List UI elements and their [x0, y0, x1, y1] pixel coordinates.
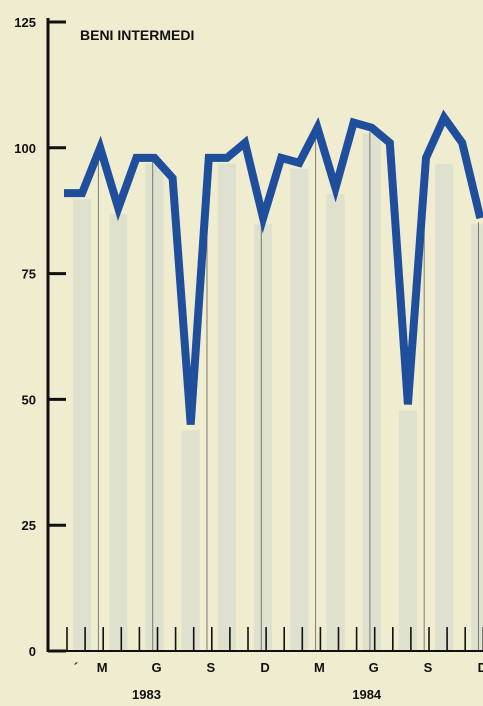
x-tick-label-7: S — [424, 660, 433, 675]
y-tick-label-0: 0 — [29, 644, 36, 659]
bar-21 — [435, 163, 454, 651]
background-bars — [73, 133, 483, 652]
month-lines — [97, 131, 479, 651]
x-tick-label-4: D — [260, 660, 269, 675]
bar-19 — [398, 410, 417, 651]
y-tick-label-5: 125 — [14, 15, 36, 30]
bar-1 — [73, 199, 92, 651]
x-tick-label-5: M — [314, 660, 325, 675]
bar-15 — [326, 194, 345, 651]
x-tick-label-2: G — [151, 660, 161, 675]
y-tick-label-3: 75 — [22, 267, 36, 282]
x-tick-label-3: S — [206, 660, 215, 675]
x-tick-label-6: G — [369, 660, 379, 675]
x-tick-label-1: M — [97, 660, 108, 675]
y-tick-label-2: 50 — [22, 392, 36, 407]
year-label-1: 1984 — [352, 687, 382, 702]
bar-7 — [181, 430, 200, 651]
bar-13 — [290, 168, 309, 651]
bar-23 — [471, 224, 483, 652]
y-ticks: 0 25 50 75 100 125 — [14, 15, 66, 659]
bar-3 — [109, 214, 128, 651]
y-tick-label-4: 100 — [14, 141, 36, 156]
x-tick-label-8: D — [478, 660, 483, 675]
series-line — [64, 109, 483, 425]
bar-11 — [254, 224, 273, 652]
bar-9 — [217, 163, 236, 651]
x-ticks: ´ M G S D M G S D 1983 1984 — [63, 117, 483, 702]
bar-5 — [145, 163, 164, 651]
chart-title: BENI INTERMEDI — [80, 27, 194, 43]
year-label-0: 1983 — [132, 687, 161, 702]
x-tick-label-0: ´ — [74, 660, 78, 675]
bar-17 — [362, 133, 381, 651]
y-tick-label-1: 25 — [22, 518, 36, 533]
